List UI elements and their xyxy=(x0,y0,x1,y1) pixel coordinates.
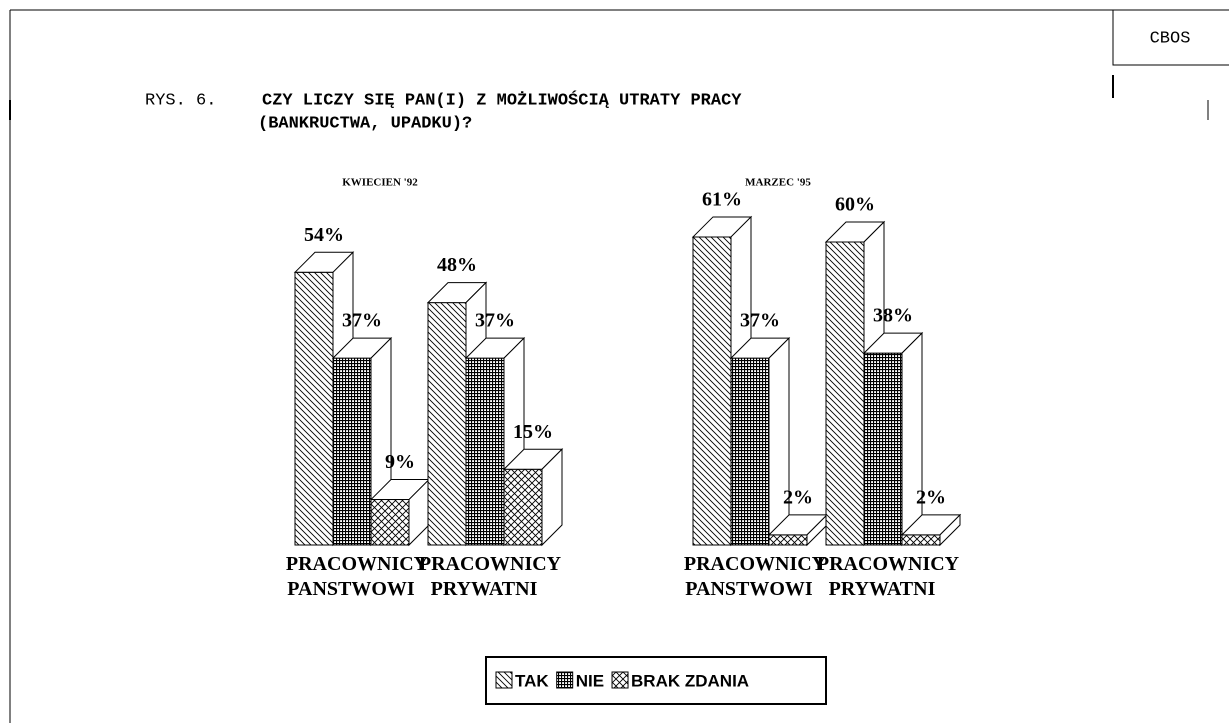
figure-title: CZY LICZY SIĘ PAN(I) Z MOŻLIWOŚCIĄ UTRAT… xyxy=(262,90,742,110)
legend-label: NIE xyxy=(576,671,604,690)
legend xyxy=(485,656,827,705)
x-tick-label: PRACOWNICY PANSTWOWI xyxy=(286,553,429,600)
value-label: 38% xyxy=(873,305,913,327)
bar xyxy=(692,236,732,546)
value-label: 60% xyxy=(835,194,875,216)
bar xyxy=(901,534,941,546)
figure-number: RYS. 6. xyxy=(145,91,216,110)
bar xyxy=(370,499,410,546)
figure-title: (BANKRUCTWA, UPADKU)? xyxy=(258,114,472,133)
bar xyxy=(427,302,467,546)
value-label: 37% xyxy=(475,310,515,332)
value-label: 2% xyxy=(916,486,946,508)
bar-side xyxy=(541,448,563,547)
bar-side xyxy=(768,336,790,547)
legend-swatch xyxy=(495,671,513,689)
value-label: 9% xyxy=(385,451,415,473)
bar xyxy=(825,241,865,546)
chart-title: MARZEC '95 xyxy=(745,177,811,189)
legend-swatch xyxy=(556,671,574,689)
bar xyxy=(465,357,505,546)
legend-label: TAK xyxy=(515,671,549,690)
bar-side xyxy=(901,331,923,547)
bar xyxy=(863,352,903,546)
legend-swatch xyxy=(611,671,629,689)
value-label: 54% xyxy=(304,224,344,246)
value-label: 2% xyxy=(783,486,813,508)
value-label: 61% xyxy=(702,189,742,211)
x-tick-label: PRACOWNICY PRYWATNI xyxy=(419,553,562,600)
bar xyxy=(332,357,372,546)
chart-title: KWIECIEN '92 xyxy=(342,177,418,189)
value-label: 37% xyxy=(342,310,382,332)
value-label: 15% xyxy=(513,421,553,443)
cbos-label: CBOS xyxy=(1150,29,1191,48)
legend-label: BRAK ZDANIA xyxy=(631,671,749,690)
bar xyxy=(294,271,334,546)
bar xyxy=(503,468,543,546)
value-label: 48% xyxy=(437,254,477,276)
x-tick-label: PRACOWNICY PRYWATNI xyxy=(817,553,960,600)
bar xyxy=(730,357,770,546)
x-tick-label: PRACOWNICY PANSTWOWI xyxy=(684,553,827,600)
cbos-box xyxy=(1112,9,1229,66)
bar xyxy=(768,534,808,546)
value-label: 37% xyxy=(740,310,780,332)
bar-side xyxy=(939,513,961,547)
